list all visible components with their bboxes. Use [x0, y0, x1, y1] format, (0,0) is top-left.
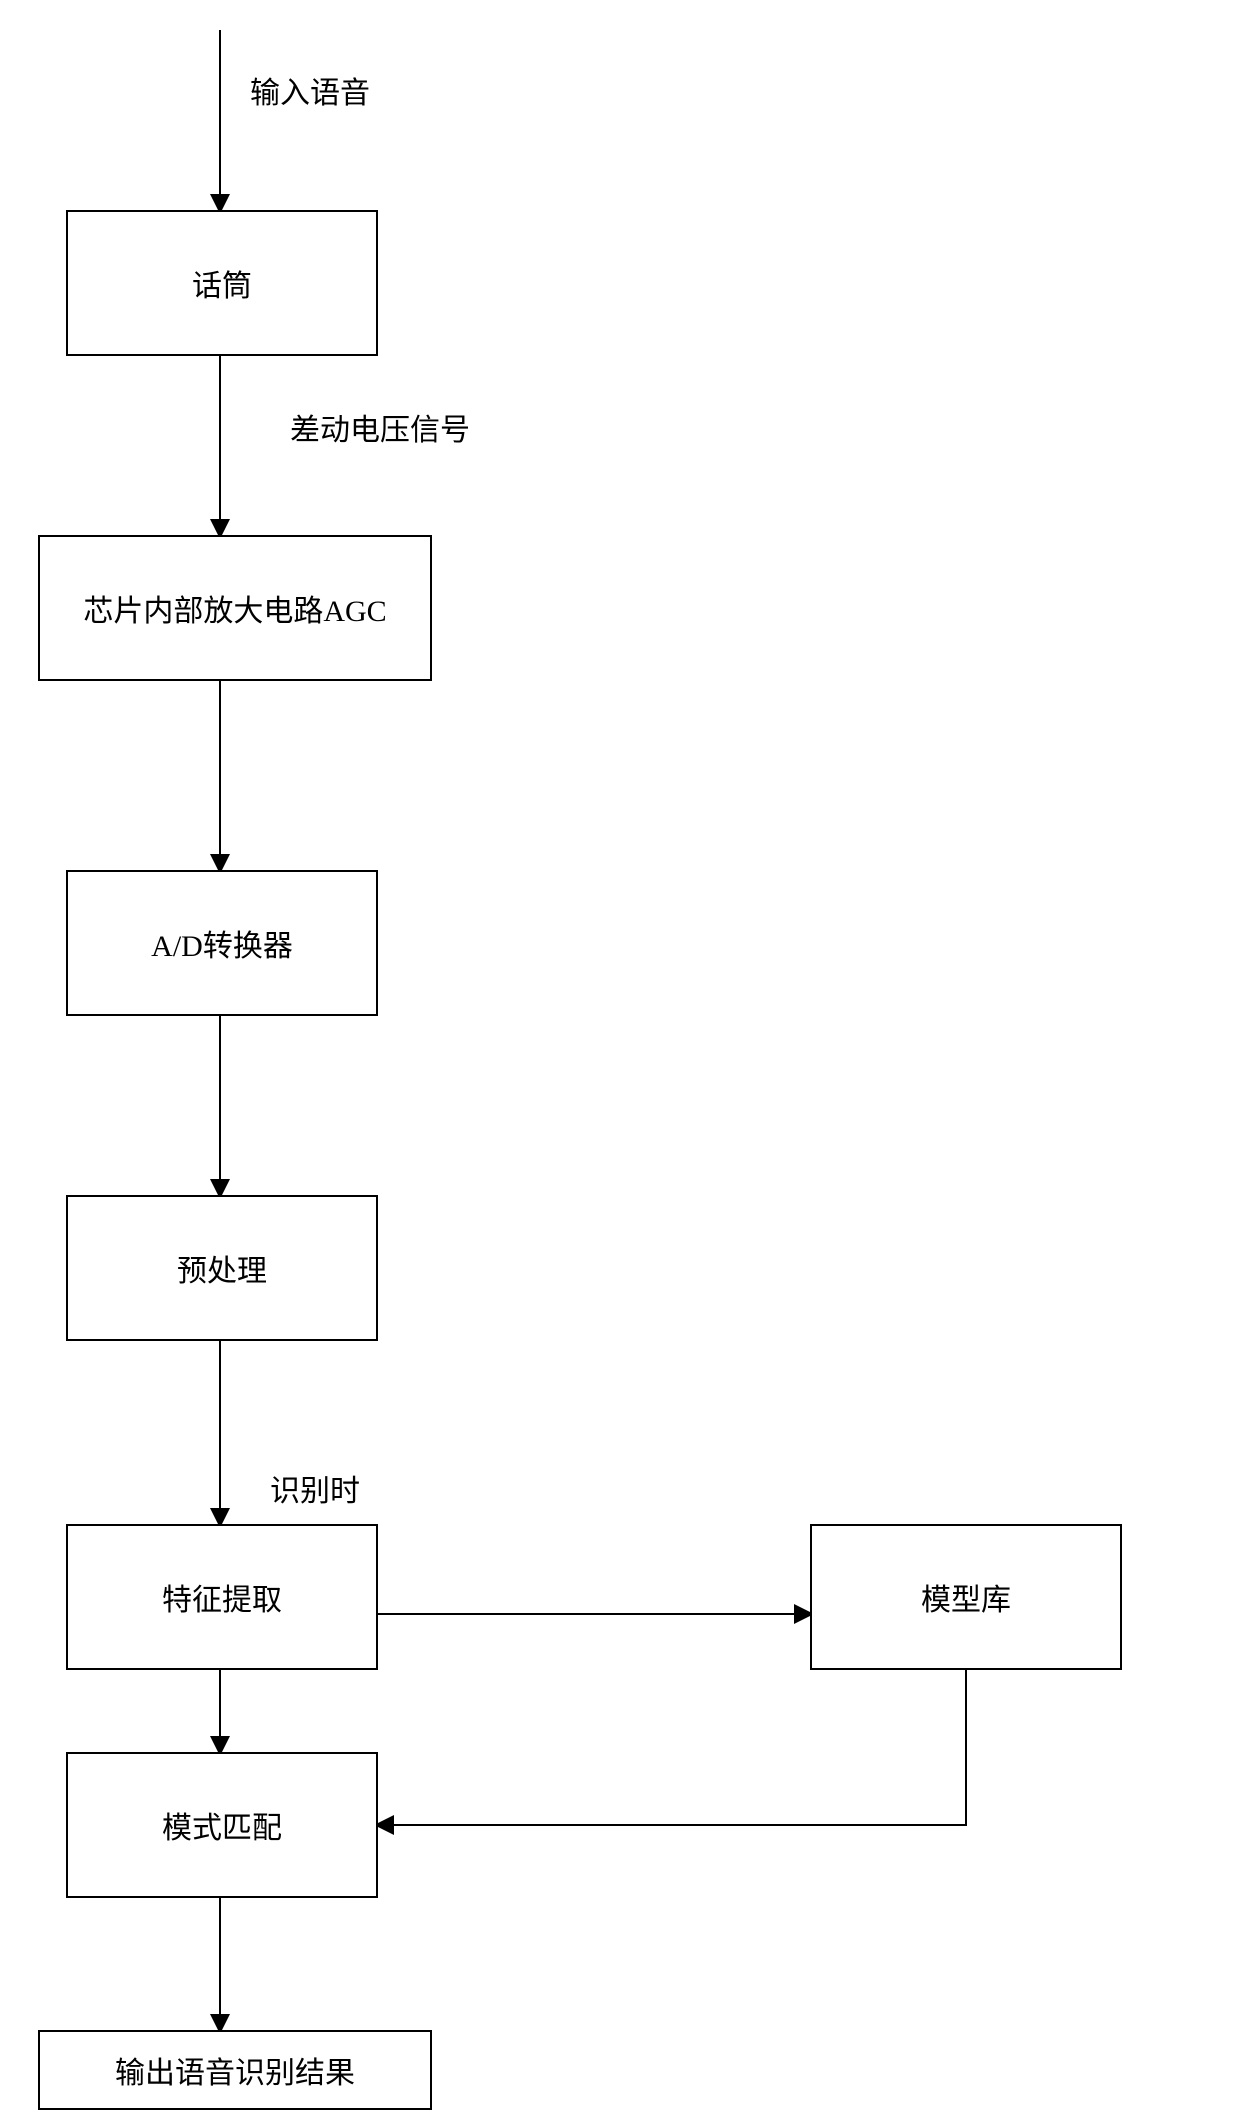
node-label: 芯片内部放大电路AGC	[83, 586, 386, 630]
edge-label-0: 输入语音	[250, 68, 370, 112]
edge-label-1: 差动电压信号	[290, 405, 470, 449]
edge-7	[378, 1670, 966, 1825]
edge-label-2: 识别时	[270, 1466, 360, 1510]
edge-label-text: 差动电压信号	[290, 414, 470, 447]
flowchart-node-n5: 特征提取	[66, 1524, 378, 1670]
node-label: 话筒	[192, 261, 252, 305]
flowchart-node-n1: 话筒	[66, 210, 378, 356]
node-label: 模型库	[921, 1575, 1011, 1619]
node-label: A/D转换器	[151, 921, 293, 965]
flowchart-node-n4: 预处理	[66, 1195, 378, 1341]
flowchart-node-n2: 芯片内部放大电路AGC	[38, 535, 432, 681]
edge-label-text: 识别时	[270, 1475, 360, 1508]
node-label: 输出语音识别结果	[115, 2048, 355, 2092]
flowchart-node-n8: 输出语音识别结果	[38, 2030, 432, 2110]
edge-label-text: 输入语音	[250, 77, 370, 110]
node-label: 模式匹配	[162, 1803, 282, 1847]
flowchart-node-n7: 模式匹配	[66, 1752, 378, 1898]
flowchart-node-n3: A/D转换器	[66, 870, 378, 1016]
flowchart-node-n6: 模型库	[810, 1524, 1122, 1670]
node-label: 预处理	[177, 1246, 267, 1290]
node-label: 特征提取	[162, 1575, 282, 1619]
